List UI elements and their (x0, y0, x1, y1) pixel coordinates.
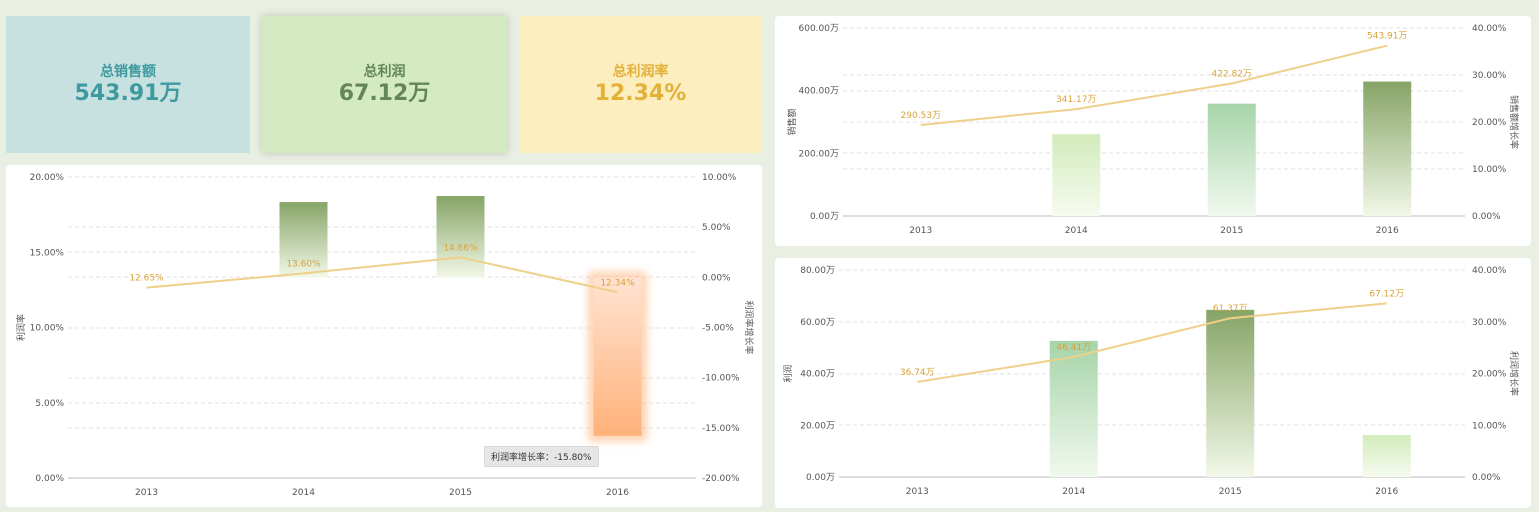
y-tick-label-left: 600.00万 (799, 24, 840, 34)
bar (1363, 81, 1412, 216)
y-axis-title-right: 利润增长率 (1508, 351, 1520, 396)
bar (436, 196, 485, 278)
data-label: 46.41万 (1056, 343, 1091, 353)
y-axis-title-left: 利润 (782, 364, 794, 382)
y-tick-label-right: 20.00% (1472, 370, 1507, 380)
y-tick-label-right: 10.00% (1472, 165, 1507, 175)
data-label: 12.34% (600, 278, 635, 288)
series-line (920, 44, 1388, 126)
y-tick-label-right: 0.00% (1472, 473, 1501, 483)
y-tick-label-left: 40.00万 (800, 370, 835, 380)
y-tick-label-right: 10.00% (1472, 421, 1507, 431)
kpi-title: 总利润 (363, 63, 406, 80)
chart-tooltip: 利润率增长率：-15.80% (484, 446, 599, 467)
kpi-card-total-profit: 总利润 67.12万 (262, 16, 507, 153)
kpi-value: 12.34% (594, 80, 687, 106)
bar (593, 277, 642, 436)
profit-chart-panel: 0.00万 20.00万 40.00万 60.00万 80.00万 0.00% 10.00%… (775, 258, 1531, 508)
profit-chart[interactable]: 0.00万 20.00万 40.00万 60.00万 80.00万 0.00% 10.00%… (775, 258, 1531, 508)
y-tick-label-right: 5.00% (702, 223, 731, 233)
x-tick-label: 2016 (1375, 487, 1398, 497)
kpi-value: 67.12万 (338, 80, 431, 106)
data-label: 543.91万 (1367, 32, 1408, 42)
y-tick-label-right: 0.00% (702, 273, 731, 283)
bar (1206, 309, 1255, 477)
kpi-title: 总销售额 (100, 63, 156, 80)
y-axis-title-left: 销售额 (786, 108, 798, 135)
y-tick-label-left: 200.00万 (799, 149, 840, 159)
bar (1207, 103, 1256, 216)
x-tick-label: 2013 (909, 226, 932, 236)
y-tick-label-right: 0.00% (1472, 212, 1501, 222)
series-line (917, 302, 1387, 383)
y-tick-label-left: 60.00万 (800, 318, 835, 328)
data-label: 422.82万 (1212, 70, 1253, 80)
data-label: 14.66% (443, 243, 478, 253)
tooltip-value: -15.80% (554, 453, 592, 463)
data-label: 13.60% (286, 259, 321, 269)
data-label: 61.37万 (1213, 304, 1248, 314)
y-tick-label-left: 20.00% (30, 173, 65, 183)
data-label: 290.53万 (901, 111, 942, 121)
y-tick-label-left: 80.00万 (800, 266, 835, 276)
y-tick-label-right: 40.00% (1472, 24, 1507, 34)
bar (279, 202, 328, 278)
x-tick-label: 2014 (292, 488, 315, 498)
y-tick-label-right: 30.00% (1472, 318, 1507, 328)
y-tick-label-left: 20.00万 (800, 421, 835, 431)
x-tick-label: 2016 (606, 488, 629, 498)
bar (1362, 435, 1411, 477)
y-tick-label-right: 40.00% (1472, 266, 1507, 276)
x-tick-label: 2013 (906, 487, 929, 497)
y-tick-label-left: 15.00% (30, 248, 65, 258)
data-label: 36.74万 (900, 368, 935, 378)
y-tick-label-right: -10.00% (702, 374, 740, 384)
y-tick-label-right: -15.00% (702, 424, 740, 434)
kpi-value: 543.91万 (74, 80, 182, 106)
profit-rate-chart-panel: 0.00% 5.00% 10.00% 15.00% 20.00% -20.00% -15.0… (6, 165, 762, 507)
y-axis-title-right: 销售额增长率 (1508, 95, 1520, 149)
x-tick-label: 2016 (1376, 226, 1399, 236)
x-tick-label: 2014 (1065, 226, 1088, 236)
bar (1052, 134, 1101, 216)
sales-chart[interactable]: 0.00万 200.00万 400.00万 600.00万 0.00% 10.00% 20.… (775, 16, 1531, 246)
x-tick-label: 2013 (135, 488, 158, 498)
kpi-title: 总利润率 (612, 63, 669, 80)
kpi-card-total-sales: 总销售额 543.91万 (6, 16, 250, 153)
x-tick-label: 2015 (449, 488, 472, 498)
data-label: 341.17万 (1056, 95, 1097, 105)
y-tick-label-left: 400.00万 (799, 87, 840, 97)
profit-rate-chart[interactable]: 0.00% 5.00% 10.00% 15.00% 20.00% -20.00% -15.0… (6, 165, 762, 507)
kpi-card-total-profit-rate: 总利润率 12.34% (519, 16, 762, 153)
x-tick-label: 2015 (1219, 487, 1242, 497)
tooltip-label: 利润率增长率： (491, 453, 555, 463)
series-line (146, 256, 618, 294)
y-tick-label-left: 5.00% (35, 399, 64, 409)
y-axis-title-left: 利润率 (15, 314, 27, 341)
bar (1049, 340, 1098, 477)
y-tick-label-left: 10.00% (30, 324, 65, 334)
y-tick-label-right: -5.00% (702, 324, 734, 334)
x-tick-label: 2015 (1220, 226, 1243, 236)
y-tick-label-right: 30.00% (1472, 71, 1507, 81)
y-tick-label-right: 10.00% (702, 173, 737, 183)
y-tick-label-left: 0.00万 (810, 212, 839, 222)
y-tick-label-left: 0.00% (35, 474, 64, 484)
data-label: 12.65% (129, 274, 164, 284)
sales-chart-panel: 0.00万 200.00万 400.00万 600.00万 0.00% 10.00% 20.… (775, 16, 1531, 246)
data-label: 67.12万 (1369, 289, 1404, 299)
y-axis-title-right: 利润率增长率 (743, 300, 755, 354)
y-tick-label-right: 20.00% (1472, 118, 1507, 128)
y-tick-label-left: 0.00万 (806, 473, 835, 483)
x-tick-label: 2014 (1062, 487, 1085, 497)
y-tick-label-right: -20.00% (702, 474, 740, 484)
